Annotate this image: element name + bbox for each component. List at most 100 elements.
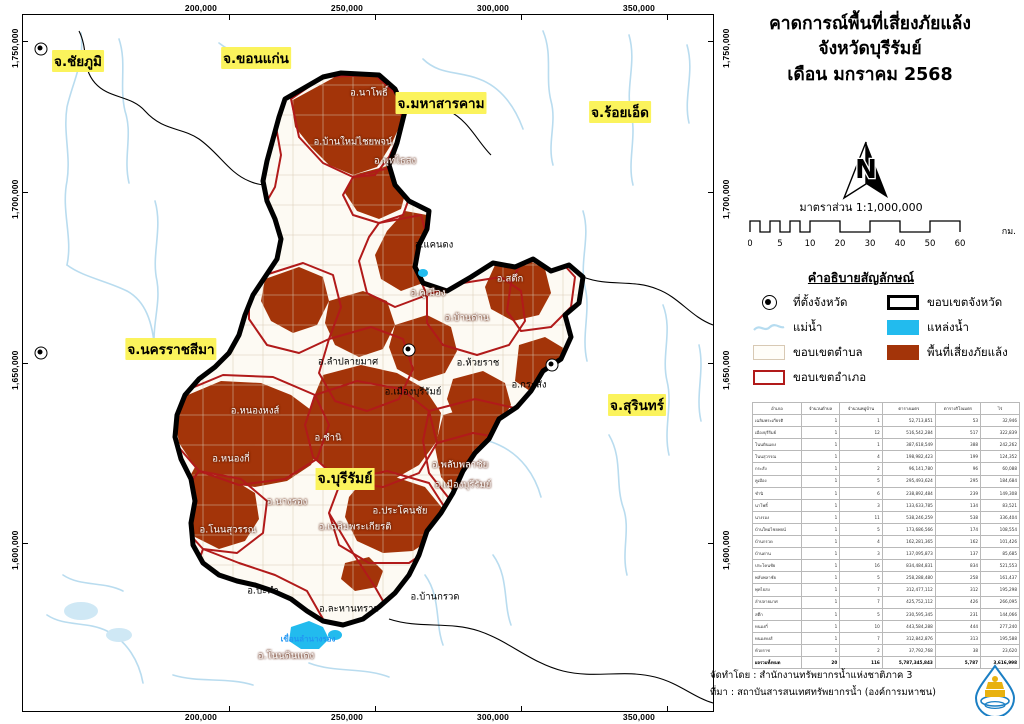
value-cell: 161,437 — [980, 571, 1020, 585]
district-boundary-icon — [752, 369, 786, 387]
drought-risk-icon — [886, 344, 920, 362]
axis-tick — [667, 706, 668, 711]
value-cell: 52,713,851 — [881, 414, 936, 428]
value-cell: 7 — [839, 595, 883, 609]
table-row[interactable]: หนองหงส์ 1 7 312,842,876 313 195,588 — [752, 631, 1020, 645]
statistics-table-wrap[interactable]: อำเภอ จำนวนตำบล จำนวนหมู่บ้าน ตารางเมตร ตารา… — [752, 401, 1020, 670]
table-row[interactable]: ลำปลายมาศ 1 7 425,752,112 426 266,095 — [752, 595, 1020, 609]
value-cell: 258,288,480 — [881, 571, 936, 585]
value-cell: 195,588 — [980, 631, 1020, 645]
legend-label: แหล่งน้ำ — [927, 319, 969, 334]
axis-tick — [667, 15, 668, 20]
value-cell: 5 — [839, 522, 883, 537]
table-row[interactable]: พลับพลาชัย 1 5 258,288,480 258 161,437 — [752, 571, 1020, 585]
province-capital-dot-icon — [752, 294, 786, 312]
table-row[interactable]: ห้วยราช 1 2 37,792,768 38 23,620 — [752, 643, 1020, 657]
value-cell: 312 — [934, 583, 982, 597]
title-line-1: คาดการณ์พื้นที่เสี่ยงภัยแล้ง — [769, 14, 971, 34]
legend-title: คำอธิบายสัญลักษณ์ — [807, 270, 915, 285]
y-tick-label: 1,650,000 — [10, 350, 20, 390]
total-cell: 20 — [800, 655, 841, 670]
table-row[interactable]: บ้านกรวด 1 4 162,281,365 162 101,426 — [752, 535, 1020, 549]
axis-tick — [708, 192, 713, 193]
value-cell: 517 — [934, 426, 982, 440]
province-capital-dot — [545, 358, 559, 372]
table-row[interactable]: ประโคนชัย 1 16 834,484,831 834 521,553 — [752, 559, 1020, 573]
table-row[interactable]: พุทไธสง 1 7 312,477,112 312 195,298 — [752, 583, 1020, 597]
value-cell: 387,618,549 — [881, 438, 936, 452]
table-row[interactable]: นางรอง 1 11 538,246,259 538 336,404 — [752, 510, 1020, 524]
value-cell: 5 — [839, 474, 883, 488]
svg-text:10: 10 — [805, 239, 816, 249]
legend-label: ขอบเขตตำบล — [793, 344, 863, 359]
value-cell: 1 — [800, 522, 841, 537]
district-name-cell: บ้านกรวด — [752, 535, 802, 549]
value-cell: 1 — [800, 510, 841, 524]
district-name-cell: พลับพลาชัย — [752, 571, 802, 585]
axis-tick — [23, 363, 28, 364]
value-cell: 2 — [839, 643, 883, 657]
table-row[interactable]: คูเมือง 1 5 295,493,624 295 184,684 — [752, 474, 1020, 488]
value-cell: 239 — [934, 486, 982, 500]
value-cell: 242,262 — [980, 438, 1020, 452]
table-row[interactable]: บ้านใหม่ไชยพจน์ 1 5 173,686,566 174 108,554 — [752, 522, 1020, 537]
table-row[interactable]: ชำนิ 1 6 238,892,484 239 149,308 — [752, 486, 1020, 500]
x-tick-label: 350,000 — [622, 712, 656, 722]
value-cell: 425,752,112 — [881, 595, 936, 609]
value-cell: 336,404 — [980, 510, 1020, 524]
value-cell: 83,521 — [980, 498, 1020, 512]
statistics-table: อำเภอ จำนวนตำบล จำนวนหมู่บ้าน ตารางเมตร ตารา… — [752, 401, 1020, 670]
axis-tick — [229, 706, 230, 711]
value-cell: 1 — [800, 643, 841, 657]
svg-text:50: 50 — [925, 239, 936, 249]
total-cell: 3,616,998 — [980, 655, 1020, 670]
svg-text:60: 60 — [955, 239, 966, 249]
value-cell: 5 — [839, 571, 883, 585]
x-tick-label: 250,000 — [330, 3, 364, 13]
map-frame[interactable]: จ.ชัยภูมิ จ.ขอนแก่น จ.มหาสารคาม จ.ร้อยเอ็ดจ… — [22, 14, 714, 712]
table-row[interactable]: บ้านด่าน 1 3 137,095,873 137 85,685 — [752, 547, 1020, 561]
legend-item-drought-risk: พื้นที่เสี่ยงภัยแล้ง — [886, 344, 1020, 362]
value-cell: 1 — [800, 571, 841, 585]
table-row[interactable]: เฉลิมพระเกียรติ 1 1 52,713,851 53 32,946 — [752, 414, 1020, 428]
map-graphic — [23, 15, 713, 711]
table-row[interactable]: นาโพธิ์ 1 3 133,633,785 134 83,521 — [752, 498, 1020, 512]
table-row[interactable]: กระสัง 1 2 96,141,780 96 60,088 — [752, 462, 1020, 476]
axis-tick — [708, 363, 713, 364]
district-name-cell: นาโพธิ์ — [752, 498, 802, 512]
table-column-header: จำนวนตำบล — [800, 401, 841, 416]
table-row[interactable]: โนนดินแดง 1 1 387,618,549 388 242,262 — [752, 438, 1020, 452]
value-cell: 5 — [839, 607, 883, 621]
value-cell: 137,095,873 — [881, 547, 936, 561]
value-cell: 137 — [934, 547, 982, 561]
value-cell: 124,352 — [980, 450, 1020, 464]
table-row[interactable]: หนองกี่ 1 10 443,584,288 444 277,240 — [752, 619, 1020, 633]
value-cell: 312,842,876 — [881, 631, 936, 645]
value-cell: 1 — [800, 595, 841, 609]
title-line-2: จังหวัดบุรีรัมย์ — [818, 39, 922, 60]
table-row[interactable]: โนนสุวรรณ 1 4 198,982,423 199 124,352 — [752, 450, 1020, 464]
x-tick-label: 250,000 — [330, 712, 364, 722]
organization-logo — [974, 664, 1016, 716]
value-cell: 322,839 — [980, 426, 1020, 440]
district-name-cell: สตึก — [752, 607, 802, 621]
value-cell: 11 — [839, 510, 883, 524]
value-cell: 238,892,484 — [881, 486, 936, 500]
district-name-cell: ห้วยราช — [752, 643, 802, 657]
district-name-cell: เมืองบุรีรัมย์ — [752, 426, 802, 440]
total-cell: ผลรวมทั้งหมด — [752, 655, 802, 670]
value-cell: 538,246,259 — [881, 510, 936, 524]
table-row[interactable]: สตึก 1 5 230,595,345 231 144,066 — [752, 607, 1020, 621]
legend-label: แม่น้ำ — [793, 319, 823, 334]
value-cell: 16 — [839, 559, 883, 573]
value-cell: 1 — [800, 498, 841, 512]
value-cell: 1 — [800, 450, 841, 464]
value-cell: 230,595,345 — [881, 607, 936, 621]
svg-text:20: 20 — [835, 239, 846, 249]
legend-item-province-boundary: ขอบเขตจังหวัด — [886, 294, 1020, 312]
value-cell: 312,477,112 — [881, 583, 936, 597]
axis-tick — [375, 706, 376, 711]
table-row[interactable]: เมืองบุรีรัมย์ 1 12 516,542,284 517 322,839 — [752, 426, 1020, 440]
value-cell: 443,584,288 — [881, 619, 936, 633]
value-cell: 96 — [934, 462, 982, 476]
